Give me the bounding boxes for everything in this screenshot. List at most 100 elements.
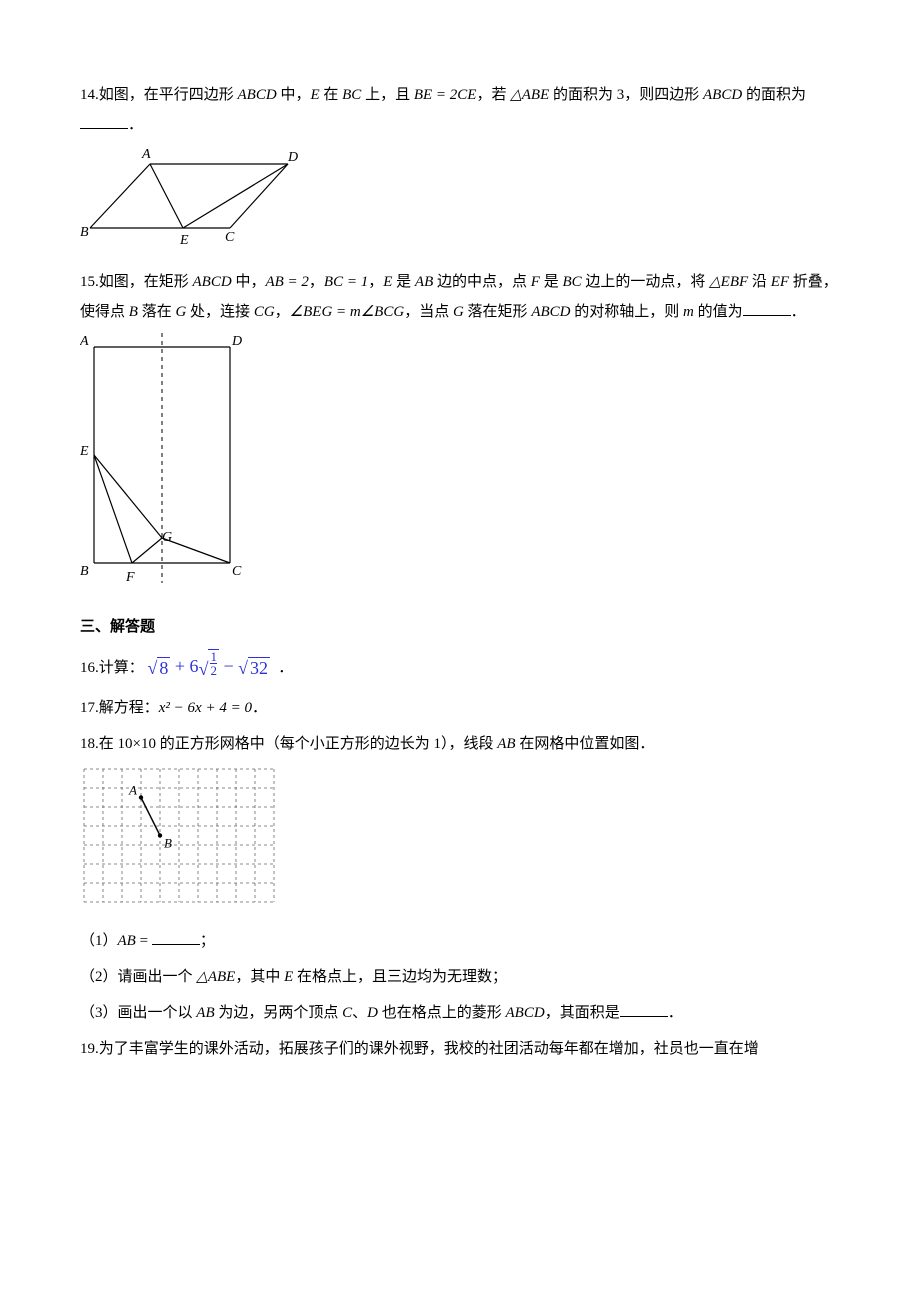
q15-tri: △EBF bbox=[709, 274, 748, 290]
q15-t15: 落在矩形 bbox=[464, 304, 532, 320]
q15-t16: 的对称轴上，则 bbox=[570, 304, 683, 320]
q18-ab: AB bbox=[497, 736, 515, 752]
svg-text:B: B bbox=[164, 835, 172, 850]
q14-t3: 在 bbox=[320, 87, 343, 103]
svg-text:C: C bbox=[232, 564, 242, 579]
q15-ef: EF bbox=[771, 274, 789, 290]
q15-t1: 如图，在矩形 bbox=[99, 274, 193, 290]
q15-number: 15. bbox=[80, 274, 99, 290]
q14-figure: ABCDE bbox=[80, 146, 840, 257]
q15-t12: 处，连接 bbox=[186, 304, 254, 320]
q18-part1: （1）AB = ； bbox=[80, 926, 840, 956]
svg-text:E: E bbox=[80, 444, 89, 459]
q18-p1-label: （1） bbox=[80, 933, 118, 949]
q15-g: G bbox=[175, 304, 186, 320]
q18-svg: AB bbox=[80, 765, 280, 905]
q18-p1-ab: AB bbox=[118, 933, 136, 949]
question-18: 18.在 10×10 的正方形网格中（每个小正方形的边长为 1），线段 AB 在… bbox=[80, 729, 840, 759]
q18-p3-ab: AB bbox=[196, 1005, 214, 1021]
q15-t8: 边上的一动点，将 bbox=[582, 274, 710, 290]
q14-t7: 的面积为 bbox=[742, 87, 806, 103]
q18-p1-blank bbox=[152, 929, 200, 945]
q14-t1: 如图，在平行四边形 bbox=[99, 87, 238, 103]
svg-text:F: F bbox=[125, 570, 135, 583]
q15-t7: 是 bbox=[540, 274, 563, 290]
q14-e: E bbox=[310, 87, 319, 103]
q14-abcd: ABCD bbox=[238, 87, 277, 103]
q16-minus: − bbox=[219, 656, 238, 676]
q15-t6: 边的中点，点 bbox=[433, 274, 531, 290]
q18-p3-d: D bbox=[367, 1005, 378, 1021]
q18-p2-e: E bbox=[284, 969, 293, 985]
q16-period: ． bbox=[278, 660, 293, 676]
q17-number: 17. bbox=[80, 700, 99, 716]
q14-t2: 中， bbox=[277, 87, 311, 103]
page: 14.如图，在平行四边形 ABCD 中，E 在 BC 上，且 BE = 2CE，… bbox=[0, 0, 920, 1110]
q15-b: B bbox=[129, 304, 138, 320]
q18-p3-t4: ，其面积是 bbox=[545, 1005, 620, 1021]
q18-p3-t2: 为边，另两个顶点 bbox=[215, 1005, 343, 1021]
q15-abs: AB bbox=[415, 274, 433, 290]
question-19: 19.为了丰富学生的课外活动，拓展孩子们的课外视野，我校的社团活动每年都在增加，… bbox=[80, 1034, 840, 1064]
q18-p2-t1: 请画出一个 bbox=[118, 969, 197, 985]
svg-text:A: A bbox=[80, 334, 89, 349]
q16-expr: √8 + 6√12 − √32 bbox=[148, 656, 275, 676]
q18-p2-t2: ，其中 bbox=[235, 969, 284, 985]
q14-svg: ABCDE bbox=[80, 146, 300, 246]
q14-abcd2: ABCD bbox=[703, 87, 742, 103]
q15-f: F bbox=[531, 274, 540, 290]
q15-t2: 中， bbox=[232, 274, 266, 290]
q16-sqrt32: 32 bbox=[248, 657, 270, 678]
q15-t3: ， bbox=[309, 274, 324, 290]
svg-text:C: C bbox=[225, 230, 235, 245]
q15-angle: ∠BEG = m∠BCG bbox=[290, 304, 405, 320]
q18-part3: （3）画出一个以 AB 为边，另两个顶点 C、D 也在格点上的菱形 ABCD，其… bbox=[80, 998, 840, 1028]
svg-text:G: G bbox=[162, 530, 172, 545]
question-14: 14.如图，在平行四边形 ABCD 中，E 在 BC 上，且 BE = 2CE，… bbox=[80, 80, 840, 140]
q18-p3-blank bbox=[620, 1001, 668, 1017]
q16-label: 计算： bbox=[99, 660, 144, 676]
svg-text:D: D bbox=[287, 150, 298, 165]
q15-t11: 落在 bbox=[138, 304, 176, 320]
q18-p2-tri: △ABE bbox=[196, 969, 235, 985]
question-15: 15.如图，在矩形 ABCD 中，AB = 2，BC = 1，E 是 AB 边的… bbox=[80, 267, 840, 327]
q15-cg: CG bbox=[254, 304, 275, 320]
q18-p3-t3: 也在格点上的菱形 bbox=[378, 1005, 506, 1021]
q17-period: ． bbox=[252, 700, 267, 716]
q18-p3-period: ． bbox=[668, 1005, 683, 1021]
q18-p3-abcd: ABCD bbox=[506, 1005, 545, 1021]
q16-sqrt8: 8 bbox=[157, 657, 170, 678]
svg-text:E: E bbox=[179, 233, 189, 246]
q15-t9: 沿 bbox=[748, 274, 771, 290]
q18-p2-t3: 在格点上，且三边均为无理数； bbox=[293, 969, 507, 985]
q18-p3-c: C bbox=[342, 1005, 352, 1021]
q15-svg: ADEBFGC bbox=[80, 333, 250, 583]
q15-g2: G bbox=[453, 304, 464, 320]
q18-t2: 的正方形网格中（每个小正方形的边长为 1），线段 bbox=[156, 736, 497, 752]
q14-tri: △ABE bbox=[510, 87, 549, 103]
q17-label: 解方程： bbox=[99, 700, 159, 716]
q15-t4: ， bbox=[368, 274, 383, 290]
q19-text: 为了丰富学生的课外活动，拓展孩子们的课外视野，我校的社团活动每年都在增加，社员也… bbox=[99, 1041, 759, 1057]
q15-abcd: ABCD bbox=[193, 274, 232, 290]
q18-t3: 在网格中位置如图． bbox=[516, 736, 655, 752]
q18-p3-label: （3） bbox=[80, 1005, 118, 1021]
q18-p1-semi: ； bbox=[200, 933, 215, 949]
q14-rel: BE = 2CE bbox=[414, 87, 477, 103]
q15-blank bbox=[743, 300, 791, 316]
q18-t1: 在 bbox=[99, 736, 118, 752]
svg-text:B: B bbox=[80, 564, 89, 579]
q18-p3-t1: 画出一个以 bbox=[118, 1005, 197, 1021]
q18-p1-eq: = bbox=[136, 933, 152, 949]
svg-text:A: A bbox=[141, 147, 151, 162]
q18-number: 18. bbox=[80, 736, 99, 752]
q15-figure: ADEBFGC bbox=[80, 333, 840, 594]
q15-t13: ， bbox=[275, 304, 290, 320]
q16-plus: + 6 bbox=[170, 656, 198, 676]
q15-bcs: BC bbox=[562, 274, 581, 290]
question-16: 16.计算： √8 + 6√12 − √32 ． bbox=[80, 648, 840, 687]
q19-number: 19. bbox=[80, 1041, 99, 1057]
q15-ab: AB = 2 bbox=[265, 274, 308, 290]
q14-t4: 上，且 bbox=[361, 87, 414, 103]
svg-text:A: A bbox=[128, 782, 137, 797]
